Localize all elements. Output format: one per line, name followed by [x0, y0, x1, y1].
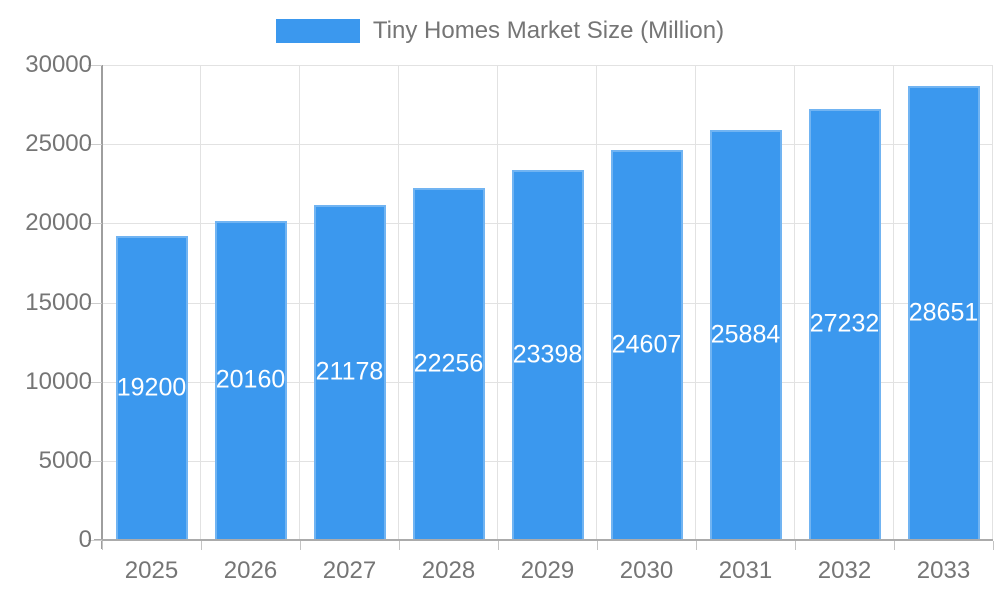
x-axis-tick	[597, 541, 598, 550]
x-axis-tick-label: 2027	[322, 557, 377, 584]
gridline-vertical	[695, 65, 696, 540]
bar[interactable]	[511, 169, 584, 540]
x-axis-tick-label: 2030	[619, 557, 674, 584]
y-axis-tick-label: 15000	[25, 288, 92, 316]
x-axis-tick-label: 2033	[916, 557, 971, 584]
x-axis-tick-label: 2032	[817, 557, 872, 584]
y-axis-tick-label: 30000	[25, 51, 92, 78]
x-axis-tick-label: 2029	[520, 557, 575, 584]
legend-swatch-icon	[275, 19, 360, 43]
gridline-vertical	[596, 65, 597, 540]
gridline-vertical	[794, 65, 795, 540]
x-axis-tick-label: 2028	[421, 557, 476, 584]
x-axis-tick	[201, 541, 202, 550]
y-axis-tick	[88, 381, 102, 383]
x-axis-tick	[894, 541, 895, 550]
x-axis-line	[94, 539, 993, 541]
y-axis-tick-label: 20000	[25, 209, 92, 237]
bar[interactable]	[808, 108, 881, 540]
y-axis-tick	[88, 302, 102, 304]
y-axis-tick-label: 5000	[38, 446, 92, 474]
x-axis-tick	[993, 541, 994, 550]
gridline-vertical	[497, 65, 498, 540]
gridline-vertical	[893, 65, 894, 540]
gridline-vertical	[299, 65, 300, 540]
gridline-horizontal	[102, 65, 993, 66]
y-axis-tick	[88, 65, 102, 66]
y-axis-tick-label: 0	[78, 526, 92, 553]
gridline-vertical	[200, 65, 201, 540]
bar[interactable]	[412, 187, 485, 540]
bar[interactable]	[610, 150, 683, 540]
y-axis-tick	[88, 540, 102, 541]
bar[interactable]	[214, 220, 287, 540]
x-axis-tick-label: 2026	[223, 557, 278, 584]
x-axis-tick	[102, 541, 103, 550]
y-axis-tick-label: 25000	[25, 130, 92, 158]
gridline-vertical	[398, 65, 399, 540]
x-axis-tick	[300, 541, 301, 550]
gridline-vertical	[992, 65, 993, 540]
y-axis-line	[101, 65, 103, 549]
gridline-horizontal	[102, 144, 993, 146]
x-axis-tick	[399, 541, 400, 550]
y-axis-tick	[88, 144, 102, 146]
legend-label: Tiny Homes Market Size (Million)	[372, 17, 725, 44]
x-axis-tick	[795, 541, 796, 550]
y-axis-tick	[88, 223, 102, 225]
y-axis-tick-label: 10000	[25, 367, 92, 395]
x-axis-tick	[696, 541, 697, 550]
plot-area: 19200 20160 21178 22256 23398 24607 25884 27232…	[102, 65, 993, 540]
x-axis-tick	[498, 541, 499, 550]
y-axis-tick	[88, 460, 102, 462]
x-axis-tick-label: 2025	[124, 557, 179, 584]
bar[interactable]	[313, 204, 386, 540]
bar[interactable]	[115, 236, 188, 540]
bar[interactable]	[907, 86, 980, 540]
x-axis-tick-label: 2031	[718, 557, 773, 584]
bar[interactable]	[709, 130, 782, 540]
legend[interactable]: Tiny Homes Market Size (Million)	[0, 16, 1000, 46]
